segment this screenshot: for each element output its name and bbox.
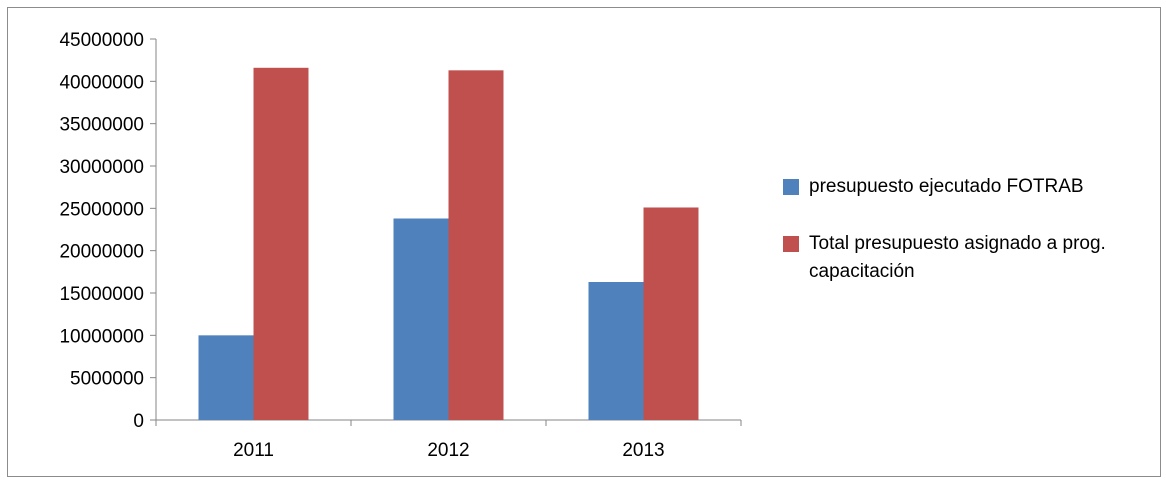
y-tick-label: 25000000 [59,199,144,220]
bar-2012-series-2 [448,70,504,421]
y-tick-label: 35000000 [59,115,144,136]
y-tick-label: 5000000 [70,369,144,390]
legend-swatch-series-2 [783,236,799,252]
y-tick-label: 15000000 [59,284,144,305]
y-tick-label: 20000000 [59,242,144,263]
bar-chart: 0 5000000 10000000 15000000 20000000 25000000… [59,30,742,461]
chart-frame: 0 5000000 10000000 15000000 20000000 25000000… [7,7,1161,477]
legend-item-series-2: Total presupuesto asignado a prog. capac… [783,230,1143,286]
y-tick-label: 40000000 [59,72,144,93]
x-tick-label: 2013 [622,440,664,461]
legend-item-series-1: presupuesto ejecutado FOTRAB [783,173,1143,201]
bar-2013-series-1 [588,281,644,420]
y-tick-label: 45000000 [59,30,144,51]
legend-swatch-series-1 [783,179,799,195]
bar-2012-series-1 [393,218,449,420]
bar-2013-series-2 [643,207,699,420]
legend-label-series-1: presupuesto ejecutado FOTRAB [809,176,1084,197]
chart-legend: presupuesto ejecutado FOTRAB Total presu… [783,173,1143,315]
bar-2011-series-2 [253,67,309,420]
y-tick-label: 30000000 [59,157,144,178]
y-tick-label: 10000000 [59,326,144,347]
legend-label-series-2: Total presupuesto asignado a prog. capac… [809,233,1106,282]
x-tick-label: 2012 [427,440,469,461]
x-tick-label: 2011 [233,440,274,461]
y-tick-label: 0 [133,411,144,432]
bar-2011-series-1 [198,335,254,420]
